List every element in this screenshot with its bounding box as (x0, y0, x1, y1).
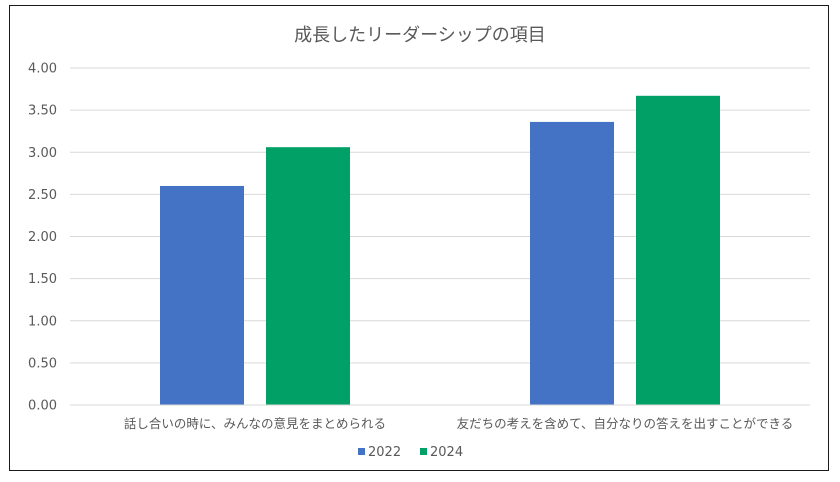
legend: 2022 2024 (358, 445, 463, 460)
y-tick-label: 0.50 (28, 356, 57, 371)
y-tick-label: 4.00 (28, 62, 57, 77)
chart-title: 成長したリーダーシップの項目 (294, 25, 546, 46)
y-tick-label: 3.00 (28, 146, 57, 161)
bar-2022-1 (160, 185, 244, 405)
y-tick-label: 1.50 (28, 272, 57, 287)
bar-2022-2 (530, 121, 614, 406)
y-axis-tick-labels: 0.00 0.50 1.00 1.50 2.00 2.50 3.00 3.50 4.00 (28, 62, 57, 414)
bar-2024-2 (636, 95, 720, 406)
category-label: 話し合いの時に、みんなの意見をまとめられる (124, 416, 386, 431)
y-tick-label: 2.00 (28, 230, 57, 245)
category-label: 友だちの考えを含めて、自分なりの答えを出すことができる (457, 416, 794, 431)
bars (160, 95, 720, 406)
legend-swatch (358, 448, 365, 455)
y-tick-label: 0.00 (28, 399, 57, 414)
legend-label: 2022 (368, 445, 401, 460)
bar-2024-1 (266, 147, 350, 405)
y-tick-label: 3.50 (28, 104, 57, 119)
y-tick-label: 1.00 (28, 314, 57, 329)
legend-label: 2024 (430, 445, 463, 460)
x-axis-category-labels: 話し合いの時に、みんなの意見をまとめられる 友だちの考えを含めて、自分なりの答えを… (124, 416, 793, 431)
legend-swatch (420, 448, 427, 455)
y-tick-label: 2.50 (28, 188, 57, 203)
